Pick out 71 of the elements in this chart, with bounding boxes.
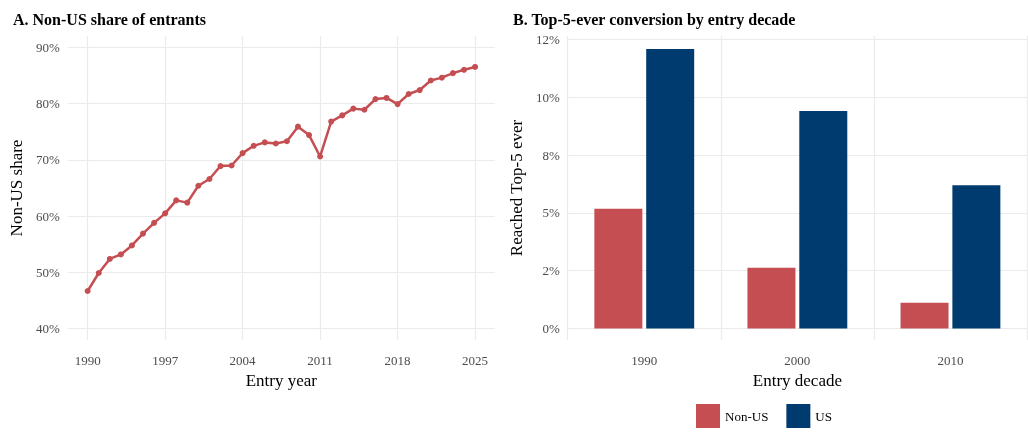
point	[394, 101, 401, 108]
x-tick-label: 1990	[74, 353, 101, 368]
legend-label: US	[815, 408, 832, 424]
x-tick-label: 2010	[937, 353, 964, 368]
y-tick-label: 90%	[35, 39, 60, 55]
point	[405, 90, 412, 97]
point	[427, 77, 434, 84]
y-tick-label: 2%	[542, 263, 560, 279]
point	[416, 87, 423, 94]
point	[461, 66, 468, 73]
point	[272, 140, 279, 147]
y-axis-title: Reached Top-5 ever	[507, 119, 526, 257]
x-tick-label: 2004	[229, 353, 257, 368]
legend-label: Non-US	[725, 408, 769, 424]
y-tick-label: 60%	[35, 208, 60, 224]
bar	[952, 185, 1001, 329]
y-axis-title: Non-US share	[7, 139, 26, 237]
point	[184, 199, 191, 206]
x-tick-label: 1997	[152, 353, 179, 368]
point	[317, 153, 324, 160]
point	[95, 270, 102, 277]
point	[151, 219, 158, 226]
point	[173, 197, 180, 204]
bar	[646, 48, 695, 329]
y-tick-label: 5%	[542, 205, 560, 221]
point	[339, 112, 346, 119]
x-axis-title: Entry year	[245, 370, 318, 390]
x-axis-title: Entry decade	[752, 371, 842, 390]
y-tick-label: 8%	[542, 147, 560, 163]
point	[217, 163, 224, 170]
x-tick-label: 2025	[462, 353, 489, 368]
bar	[594, 208, 643, 329]
point	[162, 210, 169, 217]
point	[383, 94, 390, 101]
point	[361, 106, 368, 113]
point	[195, 182, 202, 189]
point	[140, 230, 146, 237]
point	[128, 242, 135, 249]
point	[84, 288, 91, 295]
y-tick-label: 12%	[535, 31, 560, 47]
point	[306, 132, 313, 139]
y-tick-label: 50%	[35, 264, 60, 280]
point	[372, 96, 379, 103]
y-tick-label: 40%	[35, 321, 60, 337]
point	[250, 142, 257, 149]
y-tick-label: 0%	[542, 320, 560, 336]
point	[294, 123, 301, 130]
chart-title: B. Top-5-ever conversion by entry decade	[513, 10, 796, 29]
point	[106, 255, 113, 262]
point	[261, 139, 268, 146]
x-tick-label: 2018	[384, 353, 411, 368]
bar	[799, 110, 848, 329]
bar	[900, 302, 949, 329]
x-tick-label: 1990	[631, 353, 658, 368]
chart-title: A. Non-US share of entrants	[13, 10, 207, 28]
x-tick-label: 2000	[784, 353, 811, 368]
point	[206, 175, 213, 182]
point	[228, 162, 235, 169]
point	[449, 70, 456, 77]
y-tick-label: 10%	[535, 89, 560, 105]
point	[472, 63, 479, 70]
point	[438, 74, 445, 81]
bar	[747, 267, 796, 329]
point	[283, 138, 290, 145]
y-tick-label: 80%	[35, 96, 60, 112]
point	[239, 150, 246, 157]
x-tick-label: 2011	[307, 353, 333, 368]
point	[350, 105, 357, 112]
y-tick-label: 70%	[35, 152, 60, 168]
point	[328, 118, 335, 125]
point	[117, 251, 124, 258]
